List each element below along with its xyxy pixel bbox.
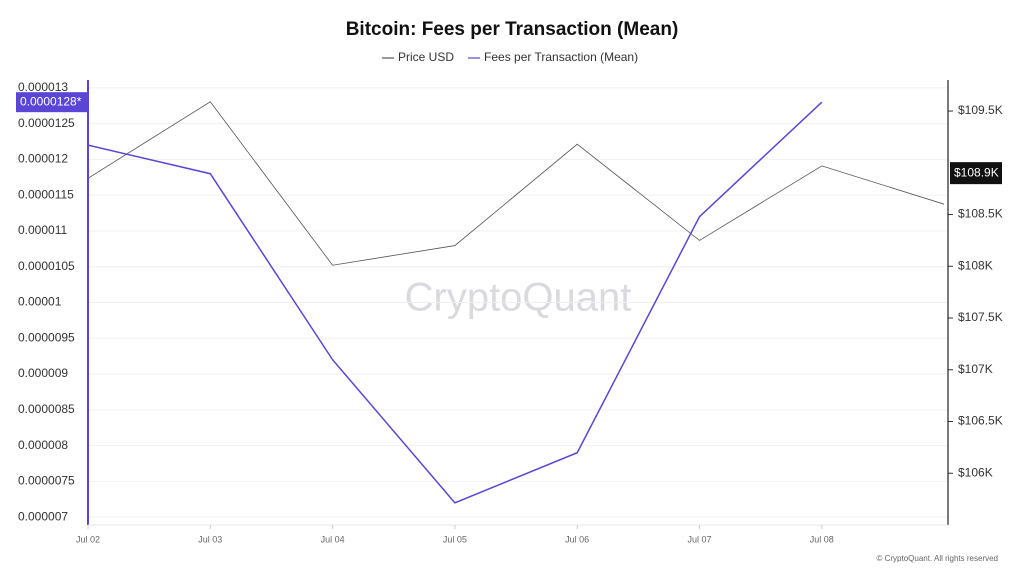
watermark: CryptoQuant bbox=[405, 276, 632, 320]
x-tick-label: Jul 02 bbox=[76, 534, 100, 544]
series-line bbox=[87, 101, 823, 504]
y2-tick-label: $106K bbox=[958, 465, 993, 479]
x-tick-label: Jul 03 bbox=[198, 534, 222, 544]
x-tick-label: Jul 04 bbox=[321, 534, 345, 544]
y-tick-label: 0.0000075 bbox=[18, 474, 75, 488]
y2-marker-label: $108.9K bbox=[954, 165, 999, 179]
legend-label: Fees per Transaction (Mean) bbox=[484, 50, 638, 64]
y2-tick-label: $107K bbox=[958, 362, 993, 376]
y-tick-label: 0.000013 bbox=[18, 80, 68, 94]
y-tick-label: 0.0000115 bbox=[18, 187, 74, 201]
y2-tick-label: $108K bbox=[958, 258, 993, 272]
y-tick-label: 0.000008 bbox=[18, 438, 68, 452]
y-tick-label: 0.0000125 bbox=[18, 116, 75, 130]
y-marker-label: 0.0000128* bbox=[20, 94, 82, 108]
x-tick-label: Jul 08 bbox=[810, 534, 834, 544]
y-tick-label: 0.000007 bbox=[18, 509, 68, 523]
y-tick-label: 0.000011 bbox=[18, 223, 67, 237]
y-tick-label: 0.0000085 bbox=[18, 402, 75, 416]
x-tick-label: Jul 06 bbox=[565, 534, 589, 544]
series-line bbox=[87, 101, 945, 266]
chart-title: Bitcoin: Fees per Transaction (Mean) bbox=[346, 19, 679, 40]
y2-marker-box bbox=[950, 162, 1002, 185]
y-tick-label: 0.0000105 bbox=[18, 259, 75, 273]
y2-tick-label: $107.5K bbox=[958, 310, 1003, 324]
y2-tick-label: $109.5K bbox=[958, 103, 1003, 117]
y2-tick-label: $106.5K bbox=[958, 414, 1003, 428]
y-marker-box bbox=[16, 92, 88, 113]
x-tick-label: Jul 07 bbox=[687, 534, 711, 544]
y-tick-label: 0.0000095 bbox=[18, 330, 75, 344]
y2-tick-label: $108.5K bbox=[958, 207, 1003, 221]
y-tick-label: 0.000012 bbox=[18, 152, 68, 166]
x-tick-label: Jul 05 bbox=[443, 534, 467, 544]
y-tick-label: 0.000009 bbox=[18, 366, 68, 380]
footer: © CryptoQuant. All rights reserved bbox=[877, 554, 999, 563]
y-tick-label: 0.00001 bbox=[18, 295, 62, 309]
legend-label: Price USD bbox=[398, 50, 454, 64]
